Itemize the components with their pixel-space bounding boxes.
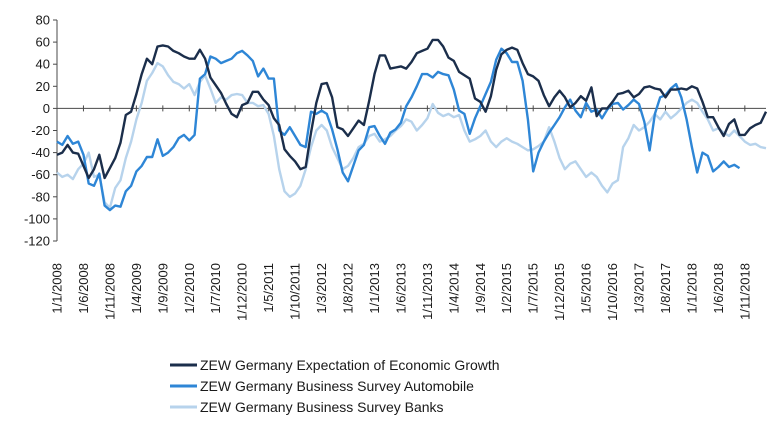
y-tick-label: -120 bbox=[24, 234, 50, 249]
x-tick-label: 1/5/2011 bbox=[261, 263, 276, 313]
x-tick-label: 1/11/2008 bbox=[102, 263, 117, 320]
x-tick-label: 1/9/2014 bbox=[473, 263, 488, 314]
x-tick-label: 1/1/2008 bbox=[50, 263, 65, 314]
x-tick-label: 1/10/2016 bbox=[605, 263, 620, 321]
y-tick-label: 20 bbox=[36, 79, 50, 94]
y-tick-label: 40 bbox=[36, 57, 50, 72]
y-tick-label: -20 bbox=[31, 123, 50, 138]
x-tick-label: 1/3/2012 bbox=[314, 263, 329, 314]
y-axis-ticks: 80 60 40 20 0 -20 -40 -60 -80 -100 -120 bbox=[24, 13, 57, 249]
y-tick-label: -40 bbox=[31, 145, 50, 160]
x-tick-label: 1/11/2013 bbox=[420, 263, 435, 320]
y-tick-label: 60 bbox=[36, 35, 50, 50]
y-tick-label: 80 bbox=[36, 13, 50, 28]
x-tick-label: 1/4/2014 bbox=[446, 263, 461, 314]
x-tick-label: 1/12/2015 bbox=[552, 263, 567, 321]
legend-label: ZEW Germany Expectation of Economic Grow… bbox=[200, 357, 500, 373]
x-tick-label: 1/5/2016 bbox=[579, 263, 594, 314]
legend-label: ZEW Germany Business Survey Banks bbox=[200, 399, 444, 415]
y-tick-label: 0 bbox=[43, 101, 50, 116]
x-tick-label: 1/7/2010 bbox=[208, 263, 223, 314]
x-tick-label: 1/3/2017 bbox=[632, 263, 647, 314]
x-tick-label: 1/1/2013 bbox=[367, 263, 382, 314]
x-tick-label: 1/6/2018 bbox=[711, 263, 726, 314]
x-tick-label: 1/11/2018 bbox=[737, 263, 752, 320]
series-line-banks bbox=[56, 61, 767, 209]
x-tick-label: 1/1/2018 bbox=[684, 263, 699, 314]
x-tick-label: 1/2/2015 bbox=[499, 263, 514, 314]
y-tick-label: -100 bbox=[24, 211, 50, 226]
x-tick-label: 1/6/2013 bbox=[393, 263, 408, 314]
legend: ZEW Germany Expectation of Economic Grow… bbox=[170, 357, 500, 415]
y-tick-label: -80 bbox=[31, 189, 50, 204]
x-tick-label: 1/8/2017 bbox=[658, 263, 673, 314]
series-line-economic-growth bbox=[56, 38, 768, 180]
x-tick-label: 1/7/2015 bbox=[526, 263, 541, 314]
x-tick-label: 1/8/2012 bbox=[341, 263, 356, 314]
x-tick-label: 1/2/2010 bbox=[182, 263, 197, 314]
y-tick-label: -60 bbox=[31, 167, 50, 182]
x-tick-label: 1/12/2010 bbox=[235, 263, 250, 321]
series-lines bbox=[56, 38, 768, 212]
x-tick-label: 1/6/2008 bbox=[76, 263, 91, 314]
legend-label: ZEW Germany Business Survey Automobile bbox=[200, 378, 474, 394]
x-tick-label: 1/9/2009 bbox=[155, 263, 170, 314]
x-tick-label: 1/10/2011 bbox=[288, 263, 303, 320]
series-line-automobile bbox=[56, 47, 741, 212]
x-tick-label: 1/4/2009 bbox=[129, 263, 144, 314]
x-axis-ticks: 1/1/2008 1/6/2008 1/11/2008 1/4/2009 1/9/200… bbox=[50, 105, 752, 321]
